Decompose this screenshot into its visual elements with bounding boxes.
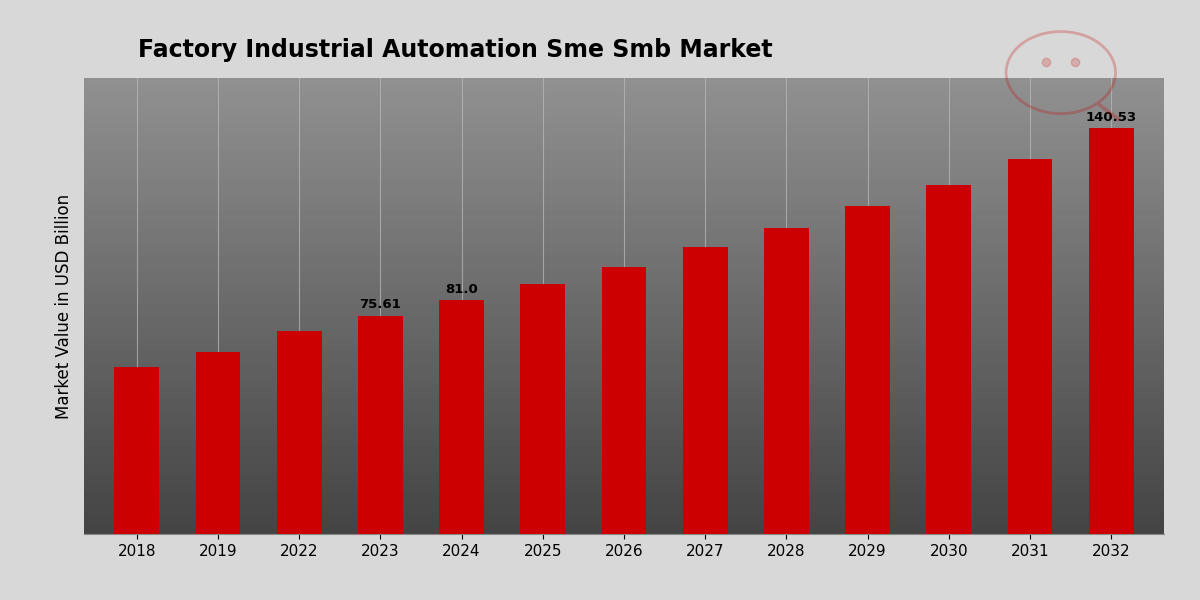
Bar xyxy=(764,228,809,534)
Bar xyxy=(601,267,647,534)
Y-axis label: Market Value in USD Billion: Market Value in USD Billion xyxy=(55,193,73,419)
Bar xyxy=(439,300,484,534)
Bar xyxy=(683,247,727,534)
Bar xyxy=(114,367,160,534)
Bar xyxy=(196,352,240,534)
Bar xyxy=(1008,159,1052,534)
Text: 75.61: 75.61 xyxy=(360,298,401,311)
Bar xyxy=(358,316,403,534)
Bar xyxy=(845,206,890,534)
Text: 81.0: 81.0 xyxy=(445,283,478,296)
Bar xyxy=(1088,128,1134,534)
Text: 140.53: 140.53 xyxy=(1086,111,1136,124)
Bar xyxy=(277,331,322,534)
Text: Factory Industrial Automation Sme Smb Market: Factory Industrial Automation Sme Smb Ma… xyxy=(138,38,773,62)
Bar xyxy=(521,284,565,534)
Bar xyxy=(926,185,971,534)
